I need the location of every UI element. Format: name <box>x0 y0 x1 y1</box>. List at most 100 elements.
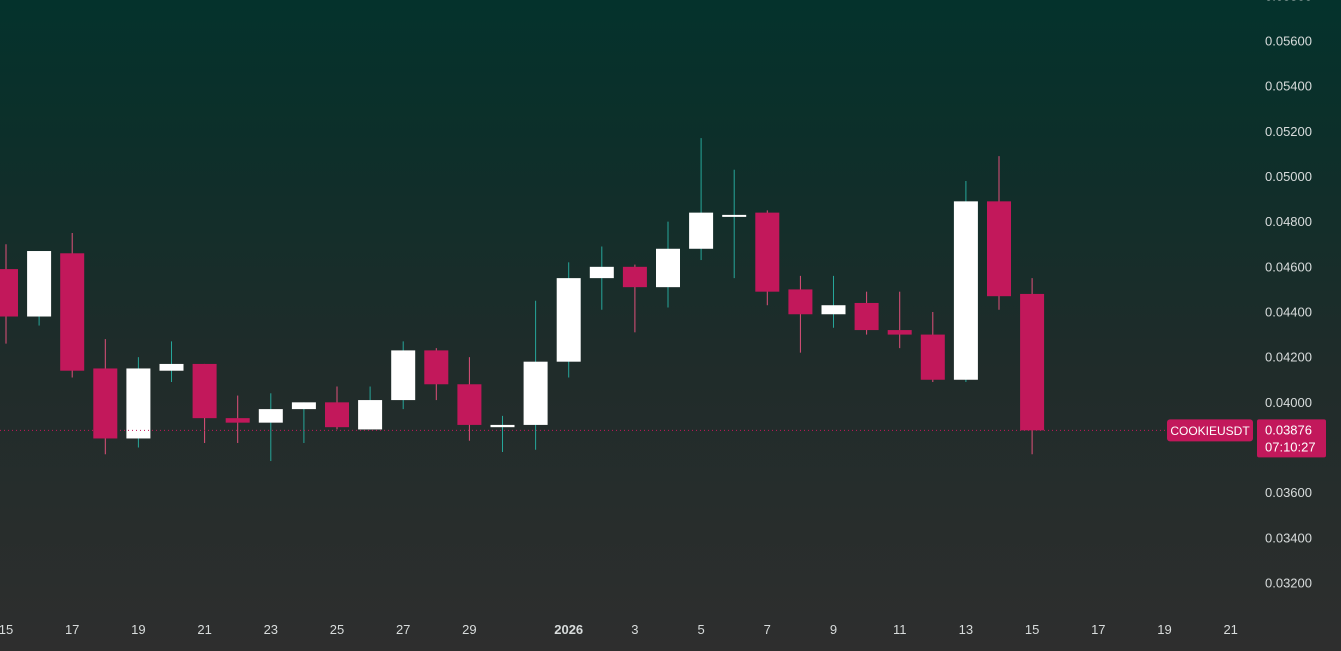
candle[interactable] <box>854 291 879 335</box>
candle[interactable] <box>126 357 151 448</box>
candle-body <box>325 402 349 428</box>
candle[interactable] <box>887 291 912 349</box>
time-tick-label: 17 <box>1091 622 1105 637</box>
candle-body <box>93 368 118 439</box>
time-tick-label: 17 <box>65 622 79 637</box>
symbol-label: COOKIEUSDT <box>1170 424 1250 438</box>
candle-countdown-label: 07:10:27 <box>1265 439 1316 454</box>
candle[interactable] <box>953 181 978 383</box>
candle[interactable] <box>258 393 283 462</box>
candle[interactable] <box>192 363 217 443</box>
price-tick-label: 0.03400 <box>1265 530 1312 545</box>
candle-body <box>722 214 747 217</box>
price-tick-label: 0.04800 <box>1265 214 1312 229</box>
time-tick-label: 2026 <box>554 622 583 637</box>
candle-body <box>60 253 85 371</box>
time-tick-label: 5 <box>697 622 704 637</box>
price-tick-label: 0.05200 <box>1265 124 1312 139</box>
time-tick-label: 11 <box>893 622 907 637</box>
last-price-badge: 0.03876 07:10:27 <box>1257 419 1326 458</box>
price-tick-label: 0.05600 <box>1265 34 1312 49</box>
candle[interactable] <box>622 264 647 333</box>
candle-body <box>159 363 184 371</box>
candle[interactable] <box>424 348 449 401</box>
candle-body <box>755 212 780 292</box>
candle-body <box>523 361 548 425</box>
symbol-badge-bg <box>1167 419 1253 442</box>
price-tick-label: 0.04000 <box>1265 395 1312 410</box>
time-axis[interactable]: 15 17 19 21 23 25 27 29 2026 3 5 7 9 11 13 15 17 19 21 <box>0 622 1238 637</box>
candle[interactable] <box>0 244 18 344</box>
candle-body <box>457 384 482 425</box>
time-tick-label: 21 <box>1223 622 1237 637</box>
time-tick-label: 27 <box>396 622 410 637</box>
candle[interactable] <box>457 357 482 441</box>
time-tick-label: 13 <box>959 622 973 637</box>
candle[interactable] <box>391 341 416 410</box>
candle-body <box>821 305 846 315</box>
candle[interactable] <box>225 395 250 443</box>
candle[interactable] <box>93 339 118 455</box>
candle-body <box>1020 293 1045 431</box>
candle[interactable] <box>358 386 383 430</box>
candle-body <box>589 266 614 279</box>
time-tick-label: 15 <box>1025 622 1039 637</box>
last-price-label: 0.03876 <box>1265 422 1312 437</box>
candle[interactable] <box>490 415 515 453</box>
candle[interactable] <box>987 156 1011 310</box>
candle-body <box>391 350 416 401</box>
candles-layer <box>0 138 1045 462</box>
candle-body <box>556 278 581 362</box>
price-tick-label: 0.03200 <box>1265 576 1312 591</box>
time-tick-label: 7 <box>764 622 771 637</box>
candle[interactable] <box>523 300 548 450</box>
candle-body <box>0 269 18 317</box>
candle-body <box>656 248 680 288</box>
time-tick-label: 19 <box>131 622 145 637</box>
candle[interactable] <box>722 169 747 279</box>
candle[interactable] <box>159 341 184 383</box>
candle-body <box>854 302 879 331</box>
candle-body <box>920 334 945 380</box>
price-tick-label: 0.05400 <box>1265 79 1312 94</box>
candle-body <box>258 409 283 423</box>
candle-body <box>953 201 978 380</box>
symbol-badge: COOKIEUSDT <box>1167 419 1253 442</box>
price-tick-label: 0.04400 <box>1265 305 1312 320</box>
price-tick-label: 0.03600 <box>1265 485 1312 500</box>
candle[interactable] <box>788 275 813 353</box>
candle[interactable] <box>60 232 85 378</box>
time-tick-label: 23 <box>264 622 278 637</box>
candle[interactable] <box>556 262 581 378</box>
candle[interactable] <box>821 275 846 328</box>
candle[interactable] <box>325 386 349 430</box>
candle[interactable] <box>755 210 780 306</box>
candle[interactable] <box>920 312 945 383</box>
candle[interactable] <box>27 251 52 326</box>
candle-body <box>126 368 151 439</box>
time-tick-label: 15 <box>0 622 13 637</box>
candle[interactable] <box>689 138 714 261</box>
candle-body <box>490 424 515 428</box>
price-tick-label: 0.04200 <box>1265 350 1312 365</box>
candle[interactable] <box>1020 278 1045 455</box>
candle-body <box>225 418 250 423</box>
candle-body <box>358 400 383 430</box>
candle-body <box>622 266 647 288</box>
price-axis[interactable]: 0.032000.034000.036000.038000.040000.042… <box>1265 0 1312 591</box>
candle-body <box>192 363 217 419</box>
candle[interactable] <box>656 221 680 308</box>
candle[interactable] <box>291 402 316 443</box>
price-tick-label: 0.04600 <box>1265 259 1312 274</box>
time-tick-label: 25 <box>330 622 344 637</box>
time-tick-label: 9 <box>830 622 837 637</box>
candle-body <box>788 289 813 315</box>
price-tick-label: 0.05800 <box>1265 0 1312 3</box>
time-tick-label: 19 <box>1157 622 1171 637</box>
candle-body <box>27 251 52 317</box>
candle[interactable] <box>589 246 614 310</box>
candle-body <box>291 402 316 410</box>
time-tick-label: 29 <box>462 622 476 637</box>
